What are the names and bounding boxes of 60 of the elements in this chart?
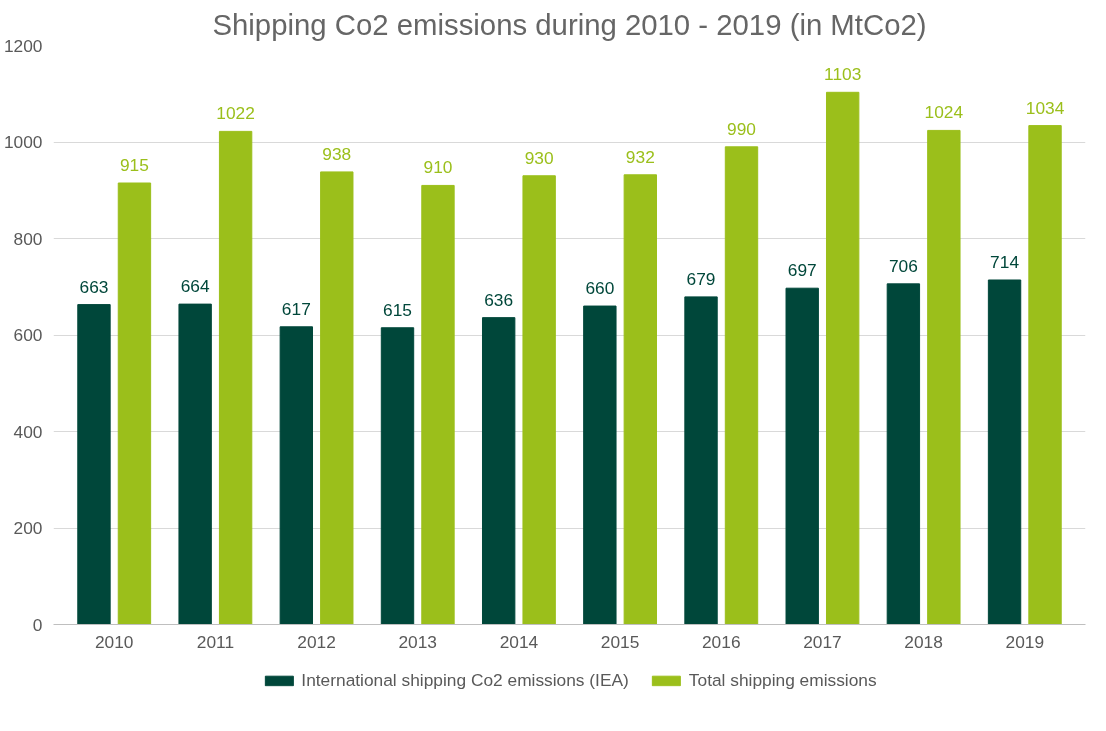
data-label: 663: [79, 276, 109, 297]
data-label: 706: [888, 255, 918, 276]
data-label: 1024: [924, 102, 964, 123]
x-tick-label: 2013: [398, 631, 438, 652]
data-label: 1034: [1025, 97, 1065, 118]
y-tick-label: 600: [13, 325, 43, 345]
x-tick-label: 2017: [803, 631, 842, 652]
y-tick-label: 1000: [3, 132, 43, 152]
data-label: 679: [686, 268, 716, 289]
y-tick-label: 0: [32, 614, 43, 635]
data-label: 990: [727, 118, 756, 139]
bar: [77, 304, 111, 625]
chart-title: Shipping Co2 emissions during 2010 - 2019 (in MtCo2): [212, 7, 927, 41]
x-tick-label: 2015: [600, 631, 640, 652]
bar: [481, 317, 516, 625]
x-tick-label: 2014: [499, 631, 539, 652]
x-tick-label: 2011: [196, 631, 235, 652]
x-tick-label: 2016: [701, 631, 741, 652]
data-label: 660: [585, 278, 615, 299]
bar: [825, 91, 860, 625]
x-tick-label: 2018: [904, 631, 943, 652]
bar: [684, 296, 718, 625]
data-label: 615: [383, 299, 412, 320]
y-tick-label: 400: [13, 421, 43, 442]
bar: [279, 326, 314, 625]
bar: [785, 287, 819, 625]
y-tick-label: 1200: [3, 35, 43, 56]
bar: [987, 279, 1022, 625]
data-label: 1022: [216, 103, 255, 124]
data-label: 915: [119, 155, 149, 176]
bar: [522, 175, 556, 625]
bar: [320, 171, 354, 625]
y-tick-label: 800: [13, 228, 43, 249]
data-label: 697: [787, 260, 817, 281]
data-label: 930: [524, 147, 554, 168]
x-tick-label: 2010: [94, 631, 134, 652]
bar: [421, 184, 455, 625]
bar: [583, 305, 617, 625]
data-label: 636: [484, 289, 514, 310]
data-label: 714: [990, 251, 1020, 272]
data-label: 910: [423, 157, 453, 178]
data-label: 938: [322, 143, 352, 164]
legend-label: International shipping Co2 emissions (IEA): [301, 669, 629, 691]
bar: [218, 130, 253, 625]
data-label: 664: [180, 276, 210, 297]
data-label: 617: [281, 298, 311, 319]
bar: [927, 129, 961, 625]
bar: [117, 182, 152, 625]
data-label: 1103: [824, 64, 862, 85]
bar: [623, 174, 658, 625]
bar: [724, 146, 759, 625]
legend-label: Total shipping emissions: [688, 669, 877, 691]
bar: [886, 283, 921, 625]
x-tick-label: 2019: [1005, 631, 1045, 652]
bar: [178, 303, 212, 625]
data-label: 932: [625, 146, 655, 167]
bar: [1028, 125, 1062, 625]
bar: [380, 327, 415, 625]
x-tick-label: 2012: [297, 631, 336, 652]
y-tick-label: 200: [13, 518, 43, 538]
